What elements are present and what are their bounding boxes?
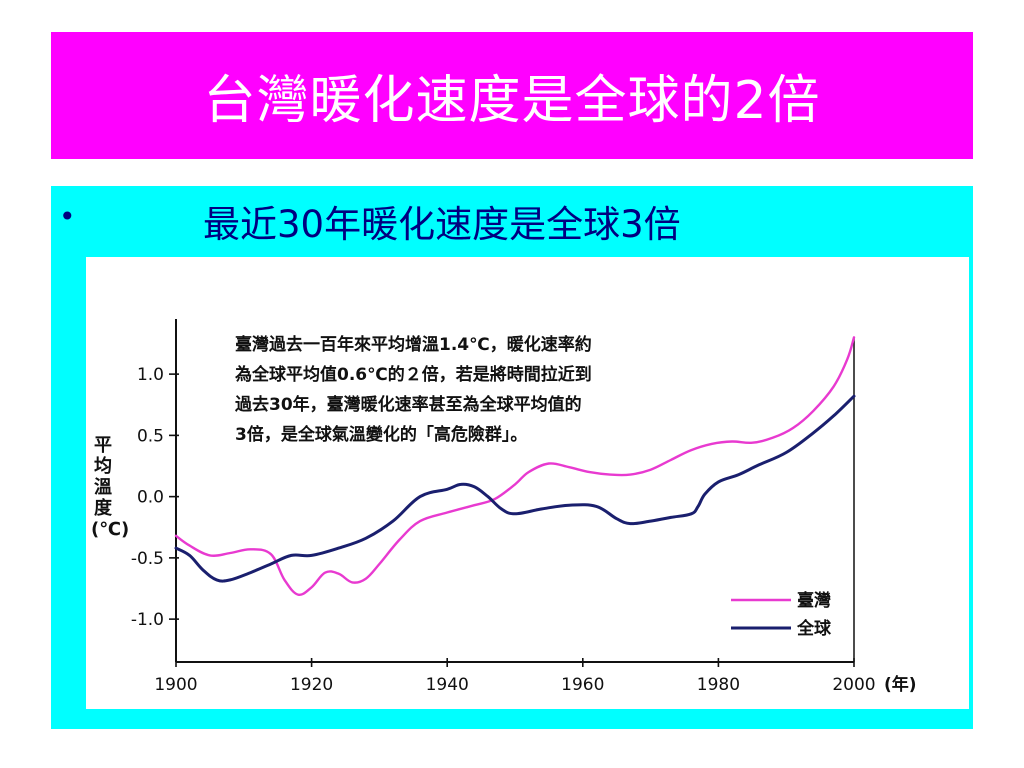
y-axis-label-char: 度 [94,498,112,519]
x-tick-label: 1940 [426,675,469,695]
bullet-text: 最近30年暖化速度是全球3倍 [203,203,681,246]
y-tick-label: 0.5 [137,426,164,446]
y-axis-label: 平 均 溫 度 (℃) [91,435,130,540]
x-tick-label: 1980 [697,675,740,695]
temperature-chart: 1.0 0.5 0.0 -0.5 -1.0 1900 1920 1940 1960 1980 200… [131,319,917,695]
bullet-dot: • [59,200,76,233]
annotation-line: 為全球平均值0.6℃的２倍，若是將時間拉近到 [235,365,592,385]
slide-title: 台灣暖化速度是全球的2倍 [203,71,821,131]
annotation-line: 3倍，是全球氣溫變化的「高危險群」。 [235,425,528,445]
legend-label: 臺灣 [797,590,831,611]
x-axis-unit: (年) [884,674,917,695]
y-tick-label: -0.5 [131,549,164,569]
legend-label: 全球 [796,618,832,639]
series-line-taiwan [174,336,856,597]
chart-annotation: 臺灣過去一百年來平均增溫1.4℃，暖化速率約 為全球平均值0.6℃的２倍，若是將… [235,330,795,450]
x-tick-label: 2000 [832,675,875,695]
y-tick-label: -1.0 [131,610,164,630]
content-panel: • 最近30年暖化速度是全球3倍 1.0 0.5 0.0 -0.5 -1.0 1900 19… [51,186,973,729]
y-axis-label-char: 均 [94,456,112,477]
y-tick-label: 1.0 [137,365,164,385]
title-bar: 台灣暖化速度是全球的2倍 [51,32,973,159]
y-axis-label-char: (℃) [91,519,130,540]
x-tick-label: 1960 [561,675,604,695]
y-tick-label: 0.0 [137,488,164,508]
annotation-line: 臺灣過去一百年來平均增溫1.4℃，暖化速率約 [235,335,592,355]
annotation-line: 過去30年，臺灣暖化速率甚至為全球平均值的 [235,395,582,415]
series-line-global [174,394,856,583]
x-tick-label: 1920 [290,675,333,695]
y-axis-label-char: 平 [94,435,112,456]
x-tick-label: 1900 [154,675,197,695]
y-axis-label-char: 溫 [94,477,112,498]
chart-area: 1.0 0.5 0.0 -0.5 -1.0 1900 1920 1940 1960 1980 200… [86,257,969,709]
